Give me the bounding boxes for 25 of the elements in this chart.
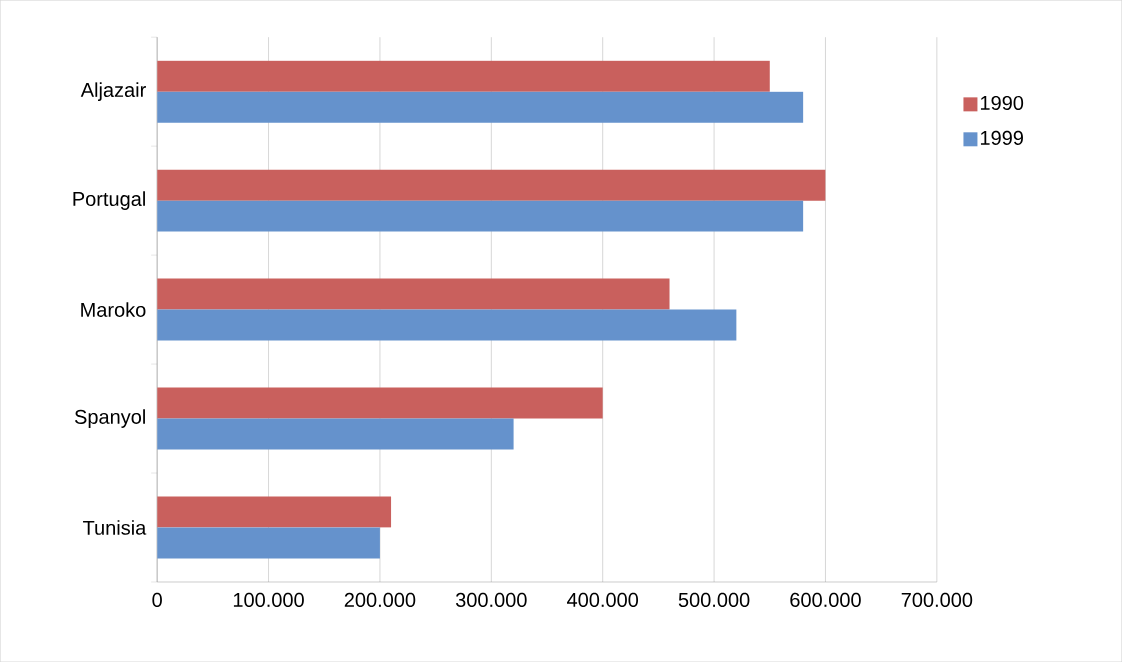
y-tick-label: Tunisia (83, 520, 147, 535)
bar (157, 418, 514, 450)
bar (157, 527, 380, 559)
x-tick-label: 400.000 (567, 592, 639, 607)
bar (157, 496, 392, 528)
y-tick-label: Aljazair (80, 82, 146, 101)
bar (157, 278, 670, 310)
x-tick-label: 600.000 (790, 592, 861, 607)
x-tick-label: 300.000 (455, 592, 527, 607)
y-tick-label: Maroko (81, 302, 146, 317)
bar (157, 309, 737, 341)
bar (157, 200, 804, 232)
x-tick-label: 500.000 (678, 592, 750, 607)
legend-label: 1999 (980, 130, 1023, 145)
bar (157, 60, 770, 92)
bar (157, 387, 603, 419)
x-tick-label: 700.000 (901, 592, 973, 607)
x-tick-label: 200.000 (344, 592, 416, 607)
x-tick-label: 0 (152, 592, 162, 607)
y-tick-label: Spanyol (74, 409, 145, 428)
x-tick-label: 100.000 (233, 592, 304, 607)
legend-label: 1990 (980, 95, 1024, 110)
bar (157, 91, 804, 123)
bar (157, 169, 826, 201)
y-tick-label: Portugal (73, 191, 145, 210)
